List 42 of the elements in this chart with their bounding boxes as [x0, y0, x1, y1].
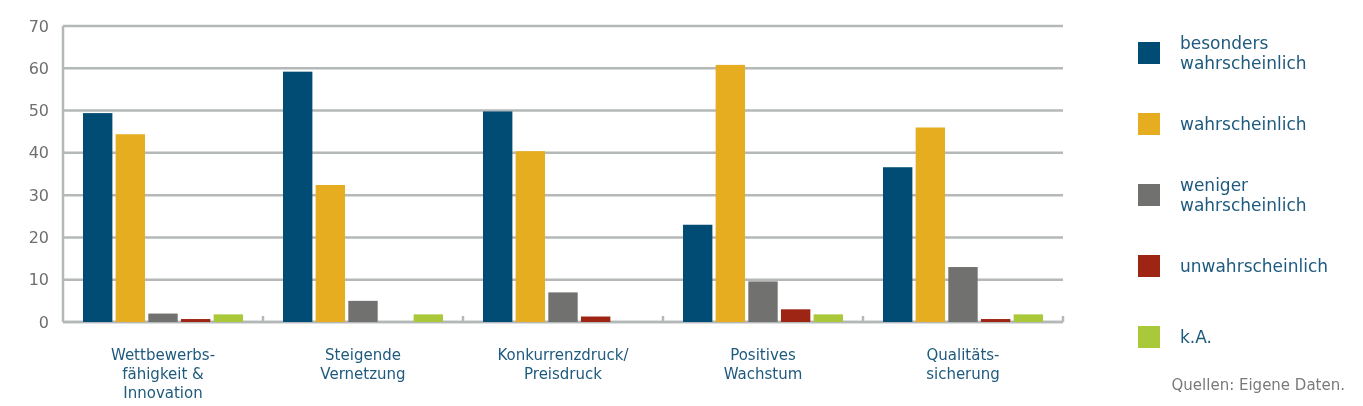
bar: [780, 309, 811, 322]
bar: [980, 319, 1011, 322]
y-tick-label: 40: [28, 143, 49, 163]
legend-label: besonders wahrscheinlich: [1180, 32, 1307, 73]
bar: [813, 314, 843, 322]
y-tick-label: 60: [28, 58, 49, 78]
y-tick-label: 20: [28, 228, 49, 248]
y-tick-label: 70: [28, 16, 49, 36]
bar: [413, 314, 443, 322]
y-tick-label: 10: [28, 270, 49, 290]
y-tick-label: 50: [28, 101, 49, 121]
bar: [83, 113, 113, 322]
x-tick-label: Positives Wachstum: [723, 346, 803, 383]
bar: [348, 300, 378, 322]
y-tick-label: 30: [28, 185, 49, 205]
bar: [748, 281, 778, 322]
x-tick-label: Wettbewerbs- fähigkeit & Innovation: [110, 346, 216, 402]
bar: [1013, 314, 1043, 322]
x-tick-label: Qualitäts- sicherung: [926, 346, 1000, 383]
bar: [683, 224, 713, 322]
bar: [548, 292, 578, 322]
legend-label: wahrscheinlich: [1180, 113, 1307, 134]
bar: [483, 111, 513, 322]
bar: [148, 313, 178, 322]
bar: [915, 127, 946, 322]
source-note: Quellen: Eigene Daten.: [1171, 376, 1345, 394]
legend-label: k.A.: [1180, 326, 1212, 347]
bar: [515, 151, 546, 322]
bar: [883, 167, 913, 322]
legend-label: weniger wahrscheinlich: [1180, 174, 1307, 215]
bar: [283, 71, 313, 322]
x-tick-label: Steigende Vernetzung: [320, 346, 406, 383]
bar: [580, 316, 611, 322]
bar: [315, 184, 346, 322]
bar: [115, 134, 146, 322]
x-tick-label: Konkurrenzdruck/ Preisdruck: [497, 346, 630, 383]
legend-label: unwahrscheinlich: [1180, 255, 1329, 276]
bar: [715, 64, 746, 322]
bar: [180, 319, 211, 322]
bar: [948, 267, 978, 322]
y-tick-label: 0: [38, 312, 49, 332]
bar: [213, 314, 243, 322]
